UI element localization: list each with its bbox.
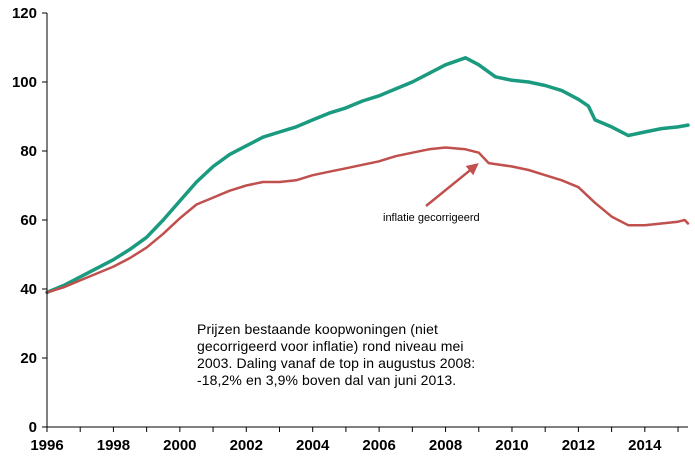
y-tick-label: 40 — [20, 281, 37, 298]
axes: 0 20 40 60 80 100 120 1996 1998 2000 2002 2004 2006 2… — [12, 5, 688, 454]
chart-note: Prijzen bestaande koopwoningen (niet gec… — [197, 321, 527, 389]
annotation-arrow-shaft — [425, 167, 474, 207]
x-tick-label: 2000 — [163, 437, 196, 454]
x-tick-label: 2008 — [429, 437, 462, 454]
note-line: 2003. Daling vanaf de top in augustus 20… — [197, 355, 476, 371]
series-line-inflation-corrected — [45, 146, 690, 294]
x-tick-label: 1998 — [97, 437, 130, 454]
y-tick-label: 20 — [20, 350, 37, 367]
x-tick-label: 2014 — [628, 437, 662, 454]
x-tick-label: 1996 — [30, 437, 63, 454]
y-tick-label: 120 — [12, 5, 37, 22]
annotation-layer: inflatie gecorrigeerd — [383, 163, 480, 224]
annotation-arrow-head — [465, 163, 479, 176]
note-line: Prijzen bestaande koopwoningen (niet — [197, 321, 438, 337]
x-tick-label: 2012 — [562, 437, 595, 454]
x-tick-label: 2004 — [296, 437, 330, 454]
x-tick-label: 2006 — [362, 437, 395, 454]
y-tick-label: 0 — [29, 419, 37, 436]
x-tick-label: 2002 — [230, 437, 263, 454]
series-layer — [45, 56, 690, 295]
y-tick-label: 80 — [20, 143, 37, 160]
annotation-label: inflatie gecorrigeerd — [383, 212, 480, 224]
note-line: -18,2% en 3,9% boven dal van juni 2013. — [197, 372, 457, 388]
y-tick-label: 100 — [12, 74, 37, 91]
series-line-nominal — [45, 56, 690, 295]
note-line: gecorrigeerd voor inflatie) rond niveau … — [197, 338, 464, 354]
y-tick-label: 60 — [20, 212, 37, 229]
x-tick-label: 2010 — [495, 437, 528, 454]
